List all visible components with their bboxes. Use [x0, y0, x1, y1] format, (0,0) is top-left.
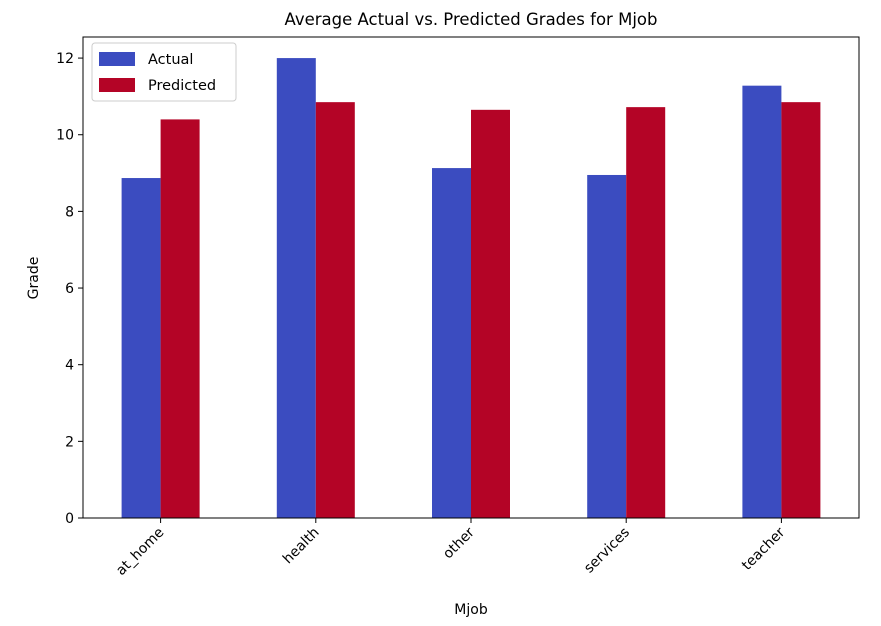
chart-title: Average Actual vs. Predicted Grades for …: [285, 10, 658, 29]
y-tick-label: 0: [65, 511, 74, 527]
y-axis-label: Grade: [26, 257, 42, 300]
y-tick-label: 6: [65, 281, 74, 297]
y-tick-label: 4: [65, 358, 74, 374]
bar-predicted-teacher: [781, 102, 821, 518]
legend-label-actual: Actual: [148, 52, 193, 68]
bar-actual-other: [432, 168, 471, 519]
bar-predicted-services: [626, 107, 666, 518]
y-tick-label: 2: [65, 434, 74, 450]
x-axis: at_home health other services teacher: [113, 518, 788, 579]
bar-actual-teacher: [742, 85, 782, 519]
bar-actual-services: [587, 174, 627, 519]
bar-actual-health: [276, 58, 316, 518]
x-tick-label: teacher: [739, 524, 788, 573]
bar-predicted-other: [471, 109, 510, 519]
x-tick-label: at_home: [113, 525, 167, 579]
y-tick-label: 10: [56, 128, 74, 144]
bars-group: [121, 58, 821, 519]
y-axis: 0 2 4 6 8 10 12: [56, 51, 83, 527]
legend-swatch-actual: [99, 52, 135, 66]
x-tick-label: health: [280, 525, 323, 568]
bar-predicted-health: [315, 102, 355, 518]
legend-swatch-predicted: [99, 78, 135, 92]
y-tick-label: 12: [56, 51, 74, 67]
legend: Actual Predicted: [91, 42, 237, 102]
bar-predicted-at_home: [160, 119, 200, 518]
bar-actual-at_home: [121, 178, 161, 518]
x-axis-label: Mjob: [454, 602, 488, 618]
y-tick-label: 8: [65, 204, 74, 220]
x-tick-label: services: [581, 525, 633, 577]
x-tick-label: other: [440, 524, 478, 562]
legend-label-predicted: Predicted: [148, 78, 216, 94]
